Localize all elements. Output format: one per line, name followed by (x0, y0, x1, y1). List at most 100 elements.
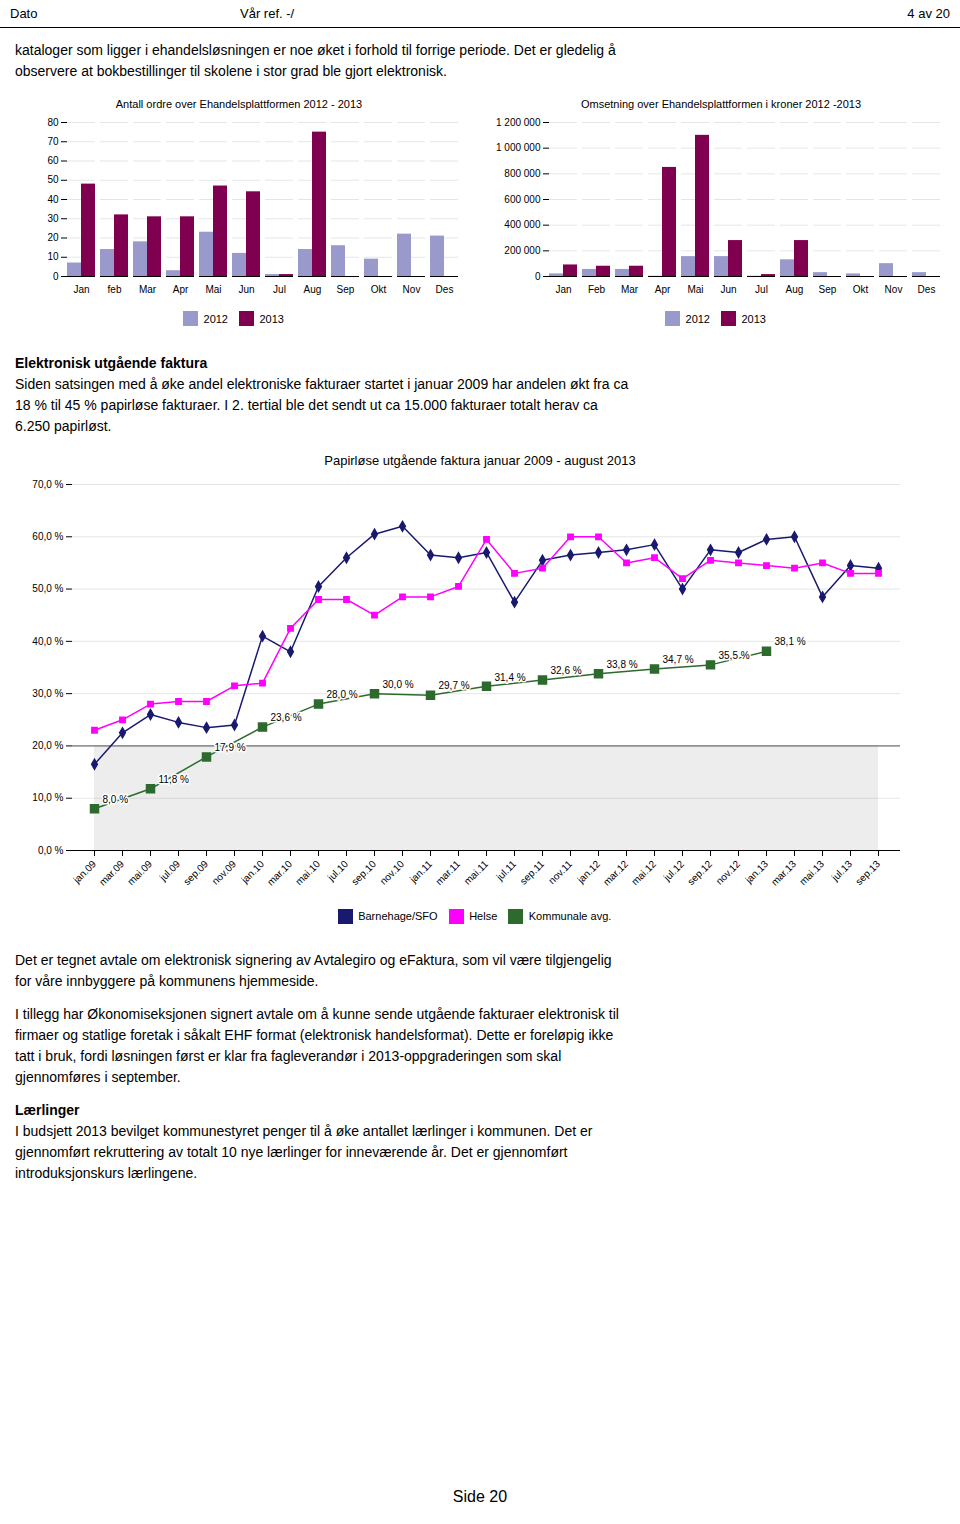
svg-text:jan.12: jan.12 (574, 857, 602, 885)
svg-text:Jun: Jun (720, 284, 736, 295)
svg-text:28,0 %: 28,0 % (327, 689, 358, 700)
html-text:6.250 papirløst.: 6.250 papirløst. (15, 417, 112, 434)
svg-text:mai.11: mai.11 (462, 857, 491, 886)
svg-text:jul.09: jul.09 (157, 857, 183, 883)
svg-text:jan.11: jan.11 (407, 857, 435, 885)
svg-text:11,8 %: 11,8 % (159, 774, 189, 785)
svg-text:Aug: Aug (786, 284, 804, 295)
svg-text:Des: Des (436, 284, 454, 295)
svg-text:600 000: 600 000 (504, 194, 541, 205)
svg-text:20: 20 (47, 232, 59, 243)
svg-text:0: 0 (53, 271, 59, 282)
html-text:for våre innbyggere på kommune: for våre innbyggere på kommunens hjemmes… (15, 973, 319, 989)
svg-text:mar.13: mar.13 (769, 857, 799, 887)
svg-text:38,1 %: 38,1 % (775, 636, 806, 647)
svg-text:mar.12: mar.12 (601, 857, 631, 887)
svg-text:Aug: Aug (304, 284, 322, 295)
svg-text:sep.10: sep.10 (349, 857, 378, 886)
svg-text:Mar: Mar (621, 284, 639, 295)
svg-text:sep.11: sep.11 (518, 857, 547, 886)
svg-text:jan.10: jan.10 (238, 857, 266, 885)
svg-text:29,7 %: 29,7 % (439, 680, 470, 691)
svg-text:Feb: Feb (588, 284, 606, 295)
svg-text:jan.13: jan.13 (742, 857, 770, 885)
svg-text:Nov: Nov (403, 284, 421, 295)
svg-text:sep.13: sep.13 (853, 857, 882, 886)
svg-text:200 000: 200 000 (504, 245, 541, 256)
svg-text:mar.09: mar.09 (97, 857, 127, 887)
svg-text:70: 70 (47, 136, 59, 147)
svg-text:70,0 %: 70,0 % (32, 478, 63, 489)
svg-text:feb: feb (108, 284, 122, 295)
svg-text:1 000 000: 1 000 000 (496, 142, 541, 153)
svg-text:10,0 %: 10,0 % (32, 792, 63, 803)
svg-text:mar.11: mar.11 (433, 857, 462, 886)
svg-text:sep.12: sep.12 (685, 857, 714, 886)
svg-text:Okt: Okt (853, 284, 869, 295)
svg-text:jul.11: jul.11 (493, 857, 518, 882)
svg-text:50: 50 (47, 174, 59, 185)
svg-text:0: 0 (535, 271, 541, 282)
svg-text:Des: Des (918, 284, 936, 295)
svg-text:60: 60 (47, 155, 59, 166)
svg-text:800 000: 800 000 (504, 168, 541, 179)
svg-text:60,0 %: 60,0 % (32, 530, 63, 541)
svg-text:Jun: Jun (238, 284, 254, 295)
svg-text:Sep: Sep (337, 284, 355, 295)
svg-text:nov.12: nov.12 (714, 857, 743, 886)
svg-text:nov.09: nov.09 (210, 857, 239, 886)
svg-text:20,0 %: 20,0 % (32, 740, 63, 751)
svg-text:34,7 %: 34,7 % (663, 654, 694, 665)
html-text:Siden satsingen med å øke ande: Siden satsingen med å øke andel elektron… (15, 375, 629, 392)
svg-text:Jul: Jul (273, 284, 286, 295)
svg-text:Mai: Mai (687, 284, 703, 295)
svg-text:8,0 %: 8,0 % (103, 793, 129, 804)
svg-text:30,0 %: 30,0 % (383, 678, 414, 689)
svg-text:nov.11: nov.11 (546, 857, 574, 885)
svg-text:Okt: Okt (371, 284, 387, 295)
svg-text:mar.10: mar.10 (265, 857, 295, 887)
svg-text:1 200 000: 1 200 000 (496, 117, 541, 128)
svg-text:17,9 %: 17,9 % (215, 742, 246, 753)
svg-text:jul.13: jul.13 (829, 857, 855, 883)
svg-text:0,0 %: 0,0 % (38, 844, 64, 855)
svg-text:80: 80 (47, 117, 59, 128)
svg-text:31,4 %: 31,4 % (495, 671, 526, 682)
svg-text:mai.10: mai.10 (293, 857, 322, 886)
svg-text:23,6 %: 23,6 % (271, 712, 302, 723)
svg-text:Jul: Jul (755, 284, 768, 295)
svg-text:mai.13: mai.13 (797, 857, 826, 886)
svg-text:Sep: Sep (819, 284, 837, 295)
svg-text:Jan: Jan (555, 284, 571, 295)
svg-text:40,0 %: 40,0 % (32, 635, 63, 646)
svg-text:400 000: 400 000 (504, 219, 541, 230)
svg-text:Mai: Mai (205, 284, 221, 295)
svg-text:sep.09: sep.09 (181, 857, 210, 886)
svg-text:Apr: Apr (173, 284, 189, 295)
svg-text:Jan: Jan (73, 284, 89, 295)
svg-text:nov.10: nov.10 (378, 857, 407, 886)
svg-text:30: 30 (47, 213, 59, 224)
html-text:kataloger som ligger i ehandel: kataloger som ligger i ehandelsløsningen… (15, 42, 616, 58)
svg-text:33,8 %: 33,8 % (607, 658, 638, 669)
svg-text:jan.09: jan.09 (70, 857, 98, 885)
html-text:18 % til 45 % papirløse faktur: 18 % til 45 % papirløse fakturaer. I 2. … (15, 396, 598, 413)
svg-text:32,6 %: 32,6 % (551, 665, 582, 676)
svg-text:Apr: Apr (655, 284, 671, 295)
html-text:observere at bokbestillinger t: observere at bokbestillinger til skolene… (15, 63, 447, 79)
svg-text:10: 10 (47, 251, 59, 262)
svg-text:35,5 %: 35,5 % (719, 650, 750, 661)
svg-text:mai.12: mai.12 (629, 857, 658, 886)
html-text:Side 20: Side 20 (452, 1488, 508, 1505)
svg-text:30,0 %: 30,0 % (32, 687, 63, 698)
html-text:Elektronisk utgående faktura: Elektronisk utgående faktura (15, 354, 208, 371)
svg-text:jul.10: jul.10 (325, 857, 351, 883)
svg-text:Nov: Nov (885, 284, 903, 295)
svg-text:jul.12: jul.12 (661, 857, 687, 883)
html-text:Papirløse utgående faktura jan: Papirløse utgående faktura januar 2009 -… (324, 452, 636, 468)
html-text:Det er tegnet avtale om elektr: Det er tegnet avtale om elektronisk sign… (15, 952, 612, 968)
svg-text:mai.09: mai.09 (125, 857, 154, 886)
svg-text:50,0 %: 50,0 % (32, 583, 63, 594)
svg-text:Mar: Mar (139, 284, 157, 295)
svg-text:40: 40 (47, 194, 59, 205)
